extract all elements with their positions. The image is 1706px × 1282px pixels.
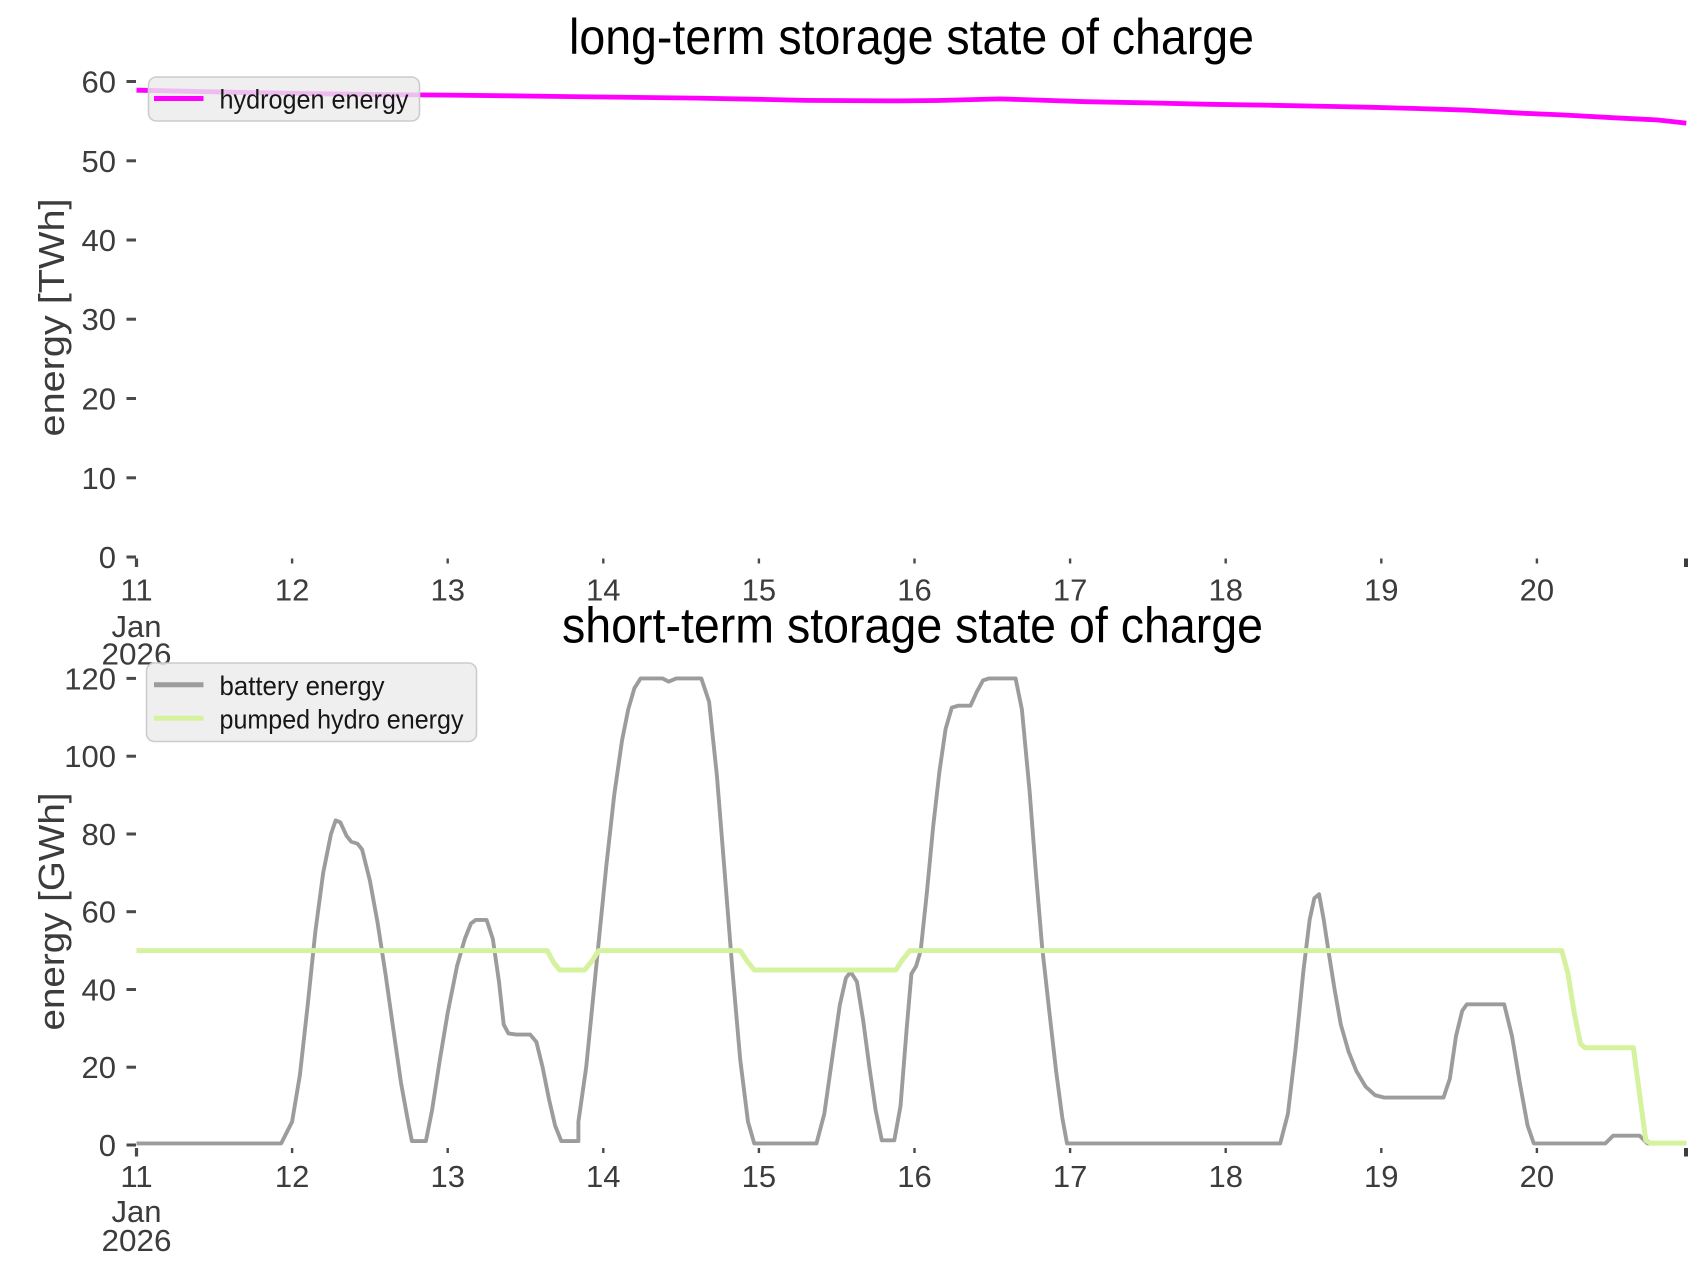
svg-text:11: 11 xyxy=(120,1159,152,1194)
svg-text:40: 40 xyxy=(82,223,116,258)
svg-text:40: 40 xyxy=(82,973,116,1008)
svg-text:20: 20 xyxy=(82,382,116,417)
svg-text:13: 13 xyxy=(430,573,464,608)
svg-text:16: 16 xyxy=(897,573,931,608)
svg-text:long-term storage state of cha: long-term storage state of charge xyxy=(569,9,1254,65)
svg-text:17: 17 xyxy=(1053,1159,1087,1194)
svg-text:12: 12 xyxy=(275,1159,309,1194)
svg-text:15: 15 xyxy=(742,1159,776,1194)
svg-text:20: 20 xyxy=(1520,1159,1554,1194)
svg-text:15: 15 xyxy=(742,573,776,608)
svg-text:30: 30 xyxy=(82,302,116,337)
svg-text:10: 10 xyxy=(82,461,116,496)
svg-text:18: 18 xyxy=(1208,573,1242,608)
svg-text:0: 0 xyxy=(99,1128,116,1163)
svg-text:20: 20 xyxy=(1520,573,1554,608)
svg-text:0: 0 xyxy=(99,540,116,575)
svg-text:80: 80 xyxy=(82,817,116,852)
svg-text:18: 18 xyxy=(1208,1159,1242,1194)
svg-text:19: 19 xyxy=(1364,573,1398,608)
svg-text:20: 20 xyxy=(82,1050,116,1085)
svg-text:Jan: Jan xyxy=(112,609,162,644)
svg-text:19: 19 xyxy=(1364,1159,1398,1194)
svg-text:13: 13 xyxy=(430,1159,464,1194)
svg-text:14: 14 xyxy=(586,573,620,608)
svg-text:energy [GWh]: energy [GWh] xyxy=(31,793,72,1031)
svg-text:16: 16 xyxy=(897,1159,931,1194)
svg-text:17: 17 xyxy=(1053,573,1087,608)
svg-text:50: 50 xyxy=(82,144,116,179)
svg-text:battery energy: battery energy xyxy=(220,671,385,701)
svg-text:Jan: Jan xyxy=(112,1194,162,1229)
svg-text:60: 60 xyxy=(82,895,116,930)
svg-text:14: 14 xyxy=(586,1159,620,1194)
svg-text:11: 11 xyxy=(120,573,152,608)
svg-text:12: 12 xyxy=(275,573,309,608)
svg-text:hydrogen energy: hydrogen energy xyxy=(220,85,409,115)
svg-text:100: 100 xyxy=(64,739,116,774)
svg-text:2026: 2026 xyxy=(102,1223,172,1258)
svg-text:energy [TWh]: energy [TWh] xyxy=(31,199,72,437)
svg-text:120: 120 xyxy=(64,661,116,696)
svg-text:pumped hydro energy: pumped hydro energy xyxy=(220,705,464,735)
svg-text:short-term storage state of ch: short-term storage state of charge xyxy=(562,598,1263,654)
svg-text:60: 60 xyxy=(82,65,116,100)
